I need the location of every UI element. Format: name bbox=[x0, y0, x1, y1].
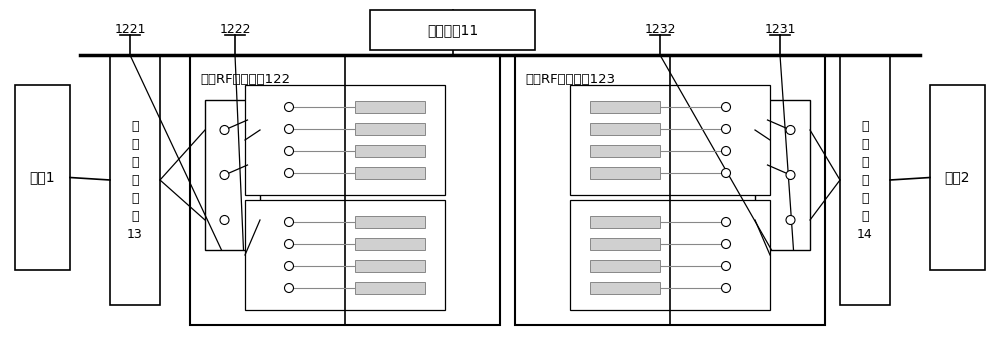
FancyBboxPatch shape bbox=[930, 85, 985, 270]
Text: 第
二
转
接
组
件
14: 第 二 转 接 组 件 14 bbox=[857, 119, 873, 240]
Circle shape bbox=[220, 170, 229, 180]
Circle shape bbox=[285, 261, 294, 271]
FancyBboxPatch shape bbox=[205, 100, 260, 250]
Circle shape bbox=[220, 216, 229, 224]
Circle shape bbox=[722, 261, 730, 271]
FancyBboxPatch shape bbox=[355, 260, 425, 272]
Circle shape bbox=[285, 124, 294, 134]
Circle shape bbox=[285, 102, 294, 112]
Circle shape bbox=[722, 147, 730, 155]
FancyBboxPatch shape bbox=[590, 101, 660, 113]
FancyBboxPatch shape bbox=[110, 55, 160, 305]
FancyBboxPatch shape bbox=[590, 282, 660, 294]
Text: 第一RF切换矩阵122: 第一RF切换矩阵122 bbox=[200, 73, 290, 86]
Circle shape bbox=[786, 170, 795, 180]
Circle shape bbox=[722, 218, 730, 226]
Text: 1232: 1232 bbox=[644, 23, 676, 36]
Circle shape bbox=[220, 125, 229, 135]
Circle shape bbox=[786, 125, 795, 135]
FancyBboxPatch shape bbox=[355, 123, 425, 135]
FancyBboxPatch shape bbox=[15, 85, 70, 270]
Text: 1222: 1222 bbox=[219, 23, 251, 36]
Circle shape bbox=[285, 169, 294, 177]
FancyBboxPatch shape bbox=[370, 10, 535, 50]
Circle shape bbox=[285, 284, 294, 292]
FancyBboxPatch shape bbox=[245, 200, 445, 310]
Text: 第
一
转
接
组
件
13: 第 一 转 接 组 件 13 bbox=[127, 119, 143, 240]
Circle shape bbox=[722, 124, 730, 134]
FancyBboxPatch shape bbox=[355, 167, 425, 179]
Circle shape bbox=[722, 169, 730, 177]
FancyBboxPatch shape bbox=[355, 101, 425, 113]
FancyBboxPatch shape bbox=[590, 167, 660, 179]
FancyBboxPatch shape bbox=[590, 238, 660, 250]
FancyBboxPatch shape bbox=[590, 216, 660, 228]
FancyBboxPatch shape bbox=[570, 85, 770, 195]
FancyBboxPatch shape bbox=[355, 282, 425, 294]
Circle shape bbox=[285, 218, 294, 226]
FancyBboxPatch shape bbox=[570, 200, 770, 310]
Text: 端口1: 端口1 bbox=[30, 170, 55, 185]
FancyBboxPatch shape bbox=[190, 55, 500, 325]
FancyBboxPatch shape bbox=[590, 260, 660, 272]
Text: 1231: 1231 bbox=[764, 23, 796, 36]
Text: 端口2: 端口2 bbox=[945, 170, 970, 185]
Circle shape bbox=[285, 239, 294, 249]
FancyBboxPatch shape bbox=[245, 85, 445, 195]
Text: 第二RF切换矩阵123: 第二RF切换矩阵123 bbox=[525, 73, 615, 86]
FancyBboxPatch shape bbox=[840, 55, 890, 305]
FancyBboxPatch shape bbox=[590, 145, 660, 157]
FancyBboxPatch shape bbox=[355, 216, 425, 228]
Circle shape bbox=[722, 284, 730, 292]
Circle shape bbox=[722, 239, 730, 249]
FancyBboxPatch shape bbox=[755, 100, 810, 250]
FancyBboxPatch shape bbox=[590, 123, 660, 135]
Circle shape bbox=[722, 102, 730, 112]
FancyBboxPatch shape bbox=[355, 145, 425, 157]
Text: 控制组件11: 控制组件11 bbox=[427, 23, 478, 37]
Text: 1221: 1221 bbox=[114, 23, 146, 36]
FancyBboxPatch shape bbox=[355, 238, 425, 250]
Circle shape bbox=[285, 147, 294, 155]
FancyBboxPatch shape bbox=[515, 55, 825, 325]
Circle shape bbox=[786, 216, 795, 224]
